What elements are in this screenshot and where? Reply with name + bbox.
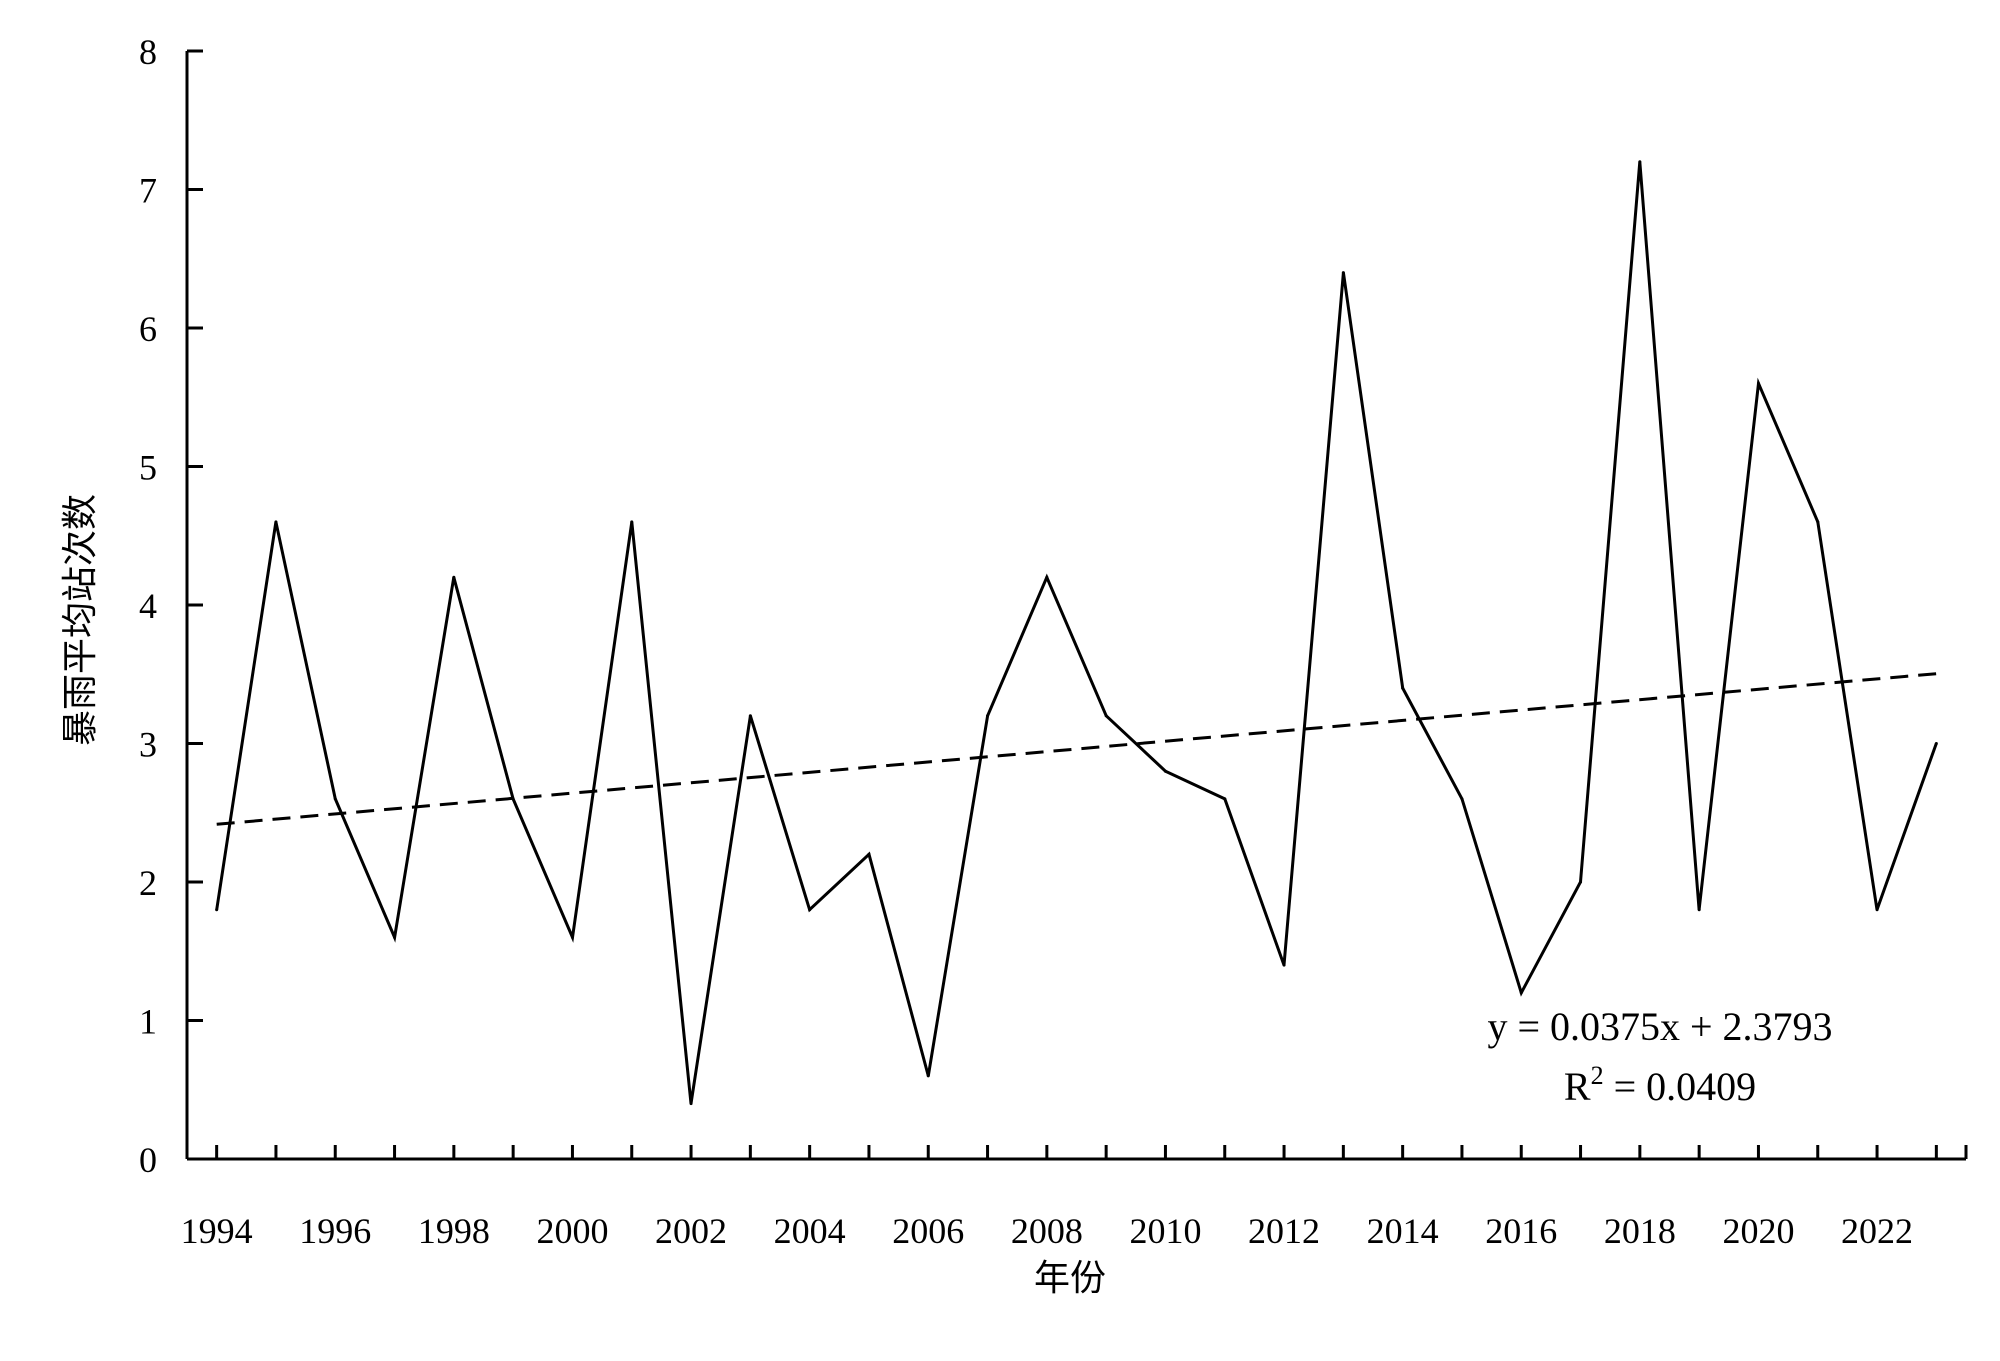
trendline [216, 672, 1937, 826]
axes [185, 51, 1966, 1161]
data-point [1401, 686, 1405, 690]
data-point [1045, 575, 1049, 579]
data-point [1282, 963, 1286, 967]
data-point [1460, 797, 1464, 801]
x-tick-label: 1996 [299, 1211, 371, 1251]
data-point [1104, 714, 1108, 718]
data-point [808, 908, 812, 912]
x-tick-label: 2002 [655, 1211, 727, 1251]
data-point [1756, 381, 1760, 385]
y-tick-label: 3 [139, 725, 157, 765]
x-tick-label: 2016 [1485, 1211, 1557, 1251]
data-point [333, 797, 337, 801]
data-point [926, 1074, 930, 1078]
y-tick-label: 0 [139, 1140, 157, 1180]
y-axis-title: 暴雨平均站次数 [60, 494, 101, 746]
series-line [215, 161, 1938, 1104]
data-points [215, 160, 1938, 1106]
x-axis-title: 年份 [1034, 1258, 1106, 1299]
data-point [1163, 769, 1167, 773]
x-tick-label: 2014 [1367, 1211, 1439, 1251]
y-tick-label: 8 [139, 32, 157, 72]
trendline-equation: y = 0.0375x + 2.3793 [1487, 1004, 1832, 1049]
x-axis-ticks: 1994 1996 1998 2000 2002 2004 2006 2008 2010 2012… [181, 1145, 1968, 1251]
data-point [986, 714, 990, 718]
data-point [1341, 271, 1345, 275]
data-point [1816, 520, 1820, 524]
x-tick-label: 2018 [1604, 1211, 1676, 1251]
data-point [1934, 742, 1938, 745]
data-point [689, 1102, 693, 1106]
r2-superscript: 2 [1591, 1061, 1604, 1090]
x-tick-label: 1998 [418, 1211, 490, 1251]
data-point [1579, 880, 1583, 884]
r2-prefix: R [1564, 1064, 1591, 1109]
data-point [1638, 160, 1642, 164]
x-tick-label: 1994 [181, 1211, 253, 1251]
trendline-r-squared: R2 = 0.0409 [1564, 1061, 1756, 1109]
x-tick-label: 2012 [1248, 1211, 1320, 1251]
data-point [452, 575, 456, 579]
data-point [630, 520, 634, 524]
x-tick-label: 2010 [1129, 1211, 1201, 1251]
data-point [867, 852, 871, 856]
x-tick-label: 2020 [1722, 1211, 1794, 1251]
x-tick-label: 2000 [536, 1211, 608, 1251]
data-point [1519, 991, 1523, 995]
data-point [1875, 908, 1879, 912]
y-tick-label: 7 [139, 171, 157, 211]
y-tick-label: 2 [139, 863, 157, 903]
y-tick-label: 1 [139, 1002, 157, 1042]
x-tick-label: 2006 [892, 1211, 964, 1251]
data-point [1697, 908, 1701, 912]
x-tick-label: 2022 [1841, 1211, 1913, 1251]
r2-value: = 0.0409 [1604, 1064, 1757, 1109]
data-point [570, 935, 574, 939]
data-point [274, 520, 278, 524]
x-tick-label: 2004 [774, 1211, 846, 1251]
y-axis-ticks: 0 1 2 3 4 5 6 7 8 [139, 32, 203, 1180]
y-tick-label: 6 [139, 309, 157, 349]
y-tick-label: 4 [139, 586, 157, 626]
data-point [748, 714, 752, 718]
y-tick-label: 5 [139, 448, 157, 488]
data-point [393, 935, 397, 939]
x-tick-label: 2008 [1011, 1211, 1083, 1251]
data-point [215, 908, 219, 912]
data-point [1223, 797, 1227, 801]
data-point [511, 797, 515, 801]
